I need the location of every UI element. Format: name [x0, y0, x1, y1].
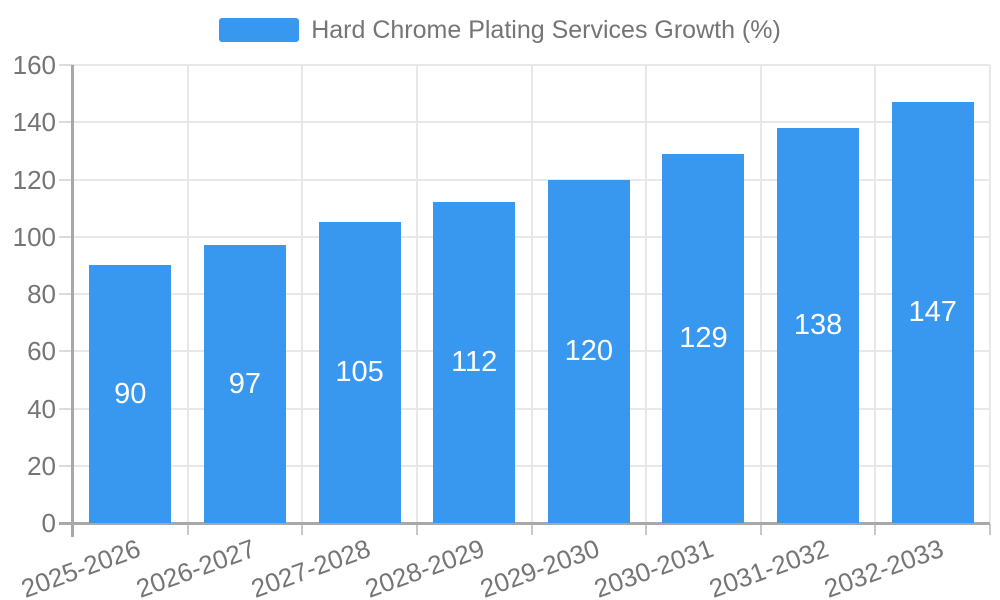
bar-value-label: 105 [335, 356, 384, 389]
bar[interactable]: 138 [777, 127, 860, 523]
bar[interactable]: 129 [662, 153, 745, 523]
bar[interactable]: 90 [89, 265, 172, 523]
y-tick-mark [59, 178, 73, 181]
bar-value-label: 129 [679, 321, 728, 354]
x-gridline [874, 65, 877, 523]
y-tick-mark [59, 407, 73, 410]
y-tick-mark [59, 121, 73, 124]
y-tick-label: 120 [12, 164, 56, 195]
x-axis-line [59, 522, 990, 525]
x-gridline [759, 65, 762, 523]
y-tick-mark [59, 350, 73, 353]
x-tick-mark [186, 524, 189, 535]
x-gridline [415, 65, 418, 523]
y-tick-label: 140 [12, 107, 56, 138]
x-gridline [530, 65, 533, 523]
y-axis-line [71, 65, 74, 537]
y-tick-mark [59, 464, 73, 467]
x-tick-mark [301, 524, 304, 535]
y-tick-label: 20 [27, 450, 56, 481]
legend-label: Hard Chrome Plating Services Growth (%) [311, 15, 781, 44]
legend[interactable]: Hard Chrome Plating Services Growth (%) [0, 10, 1000, 50]
bar[interactable]: 112 [433, 202, 516, 523]
x-tick-mark [874, 524, 877, 535]
y-tick-mark [59, 293, 73, 295]
y-tick-mark [59, 64, 73, 66]
y-tick-mark [59, 235, 73, 238]
x-gridline [989, 65, 991, 523]
bar-value-label: 120 [564, 334, 613, 367]
x-tick-mark [415, 524, 418, 535]
legend-swatch [219, 18, 300, 42]
bar-value-label: 138 [793, 308, 843, 341]
bar-value-label: 97 [228, 367, 262, 400]
x-gridline [186, 65, 189, 523]
bar[interactable]: 97 [203, 245, 286, 523]
x-gridline [645, 65, 648, 523]
x-tick-mark [530, 524, 533, 535]
x-tick-mark [645, 524, 648, 535]
bar[interactable]: 105 [318, 222, 401, 523]
y-tick-label: 60 [27, 336, 56, 367]
bar-value-label: 112 [451, 346, 498, 379]
y-tick-label: 0 [41, 508, 56, 538]
bar-value-label: 90 [114, 377, 147, 410]
y-tick-label: 80 [27, 279, 56, 309]
y-tick-label: 40 [27, 393, 56, 424]
x-tick-mark [759, 524, 762, 535]
y-tick-label: 100 [12, 221, 56, 252]
bar[interactable]: 120 [547, 179, 630, 523]
bar-value-label: 147 [908, 296, 957, 329]
x-gridline [301, 65, 304, 523]
y-tick-label: 160 [12, 50, 56, 80]
x-tick-mark [989, 524, 991, 535]
bar[interactable]: 147 [891, 102, 974, 523]
